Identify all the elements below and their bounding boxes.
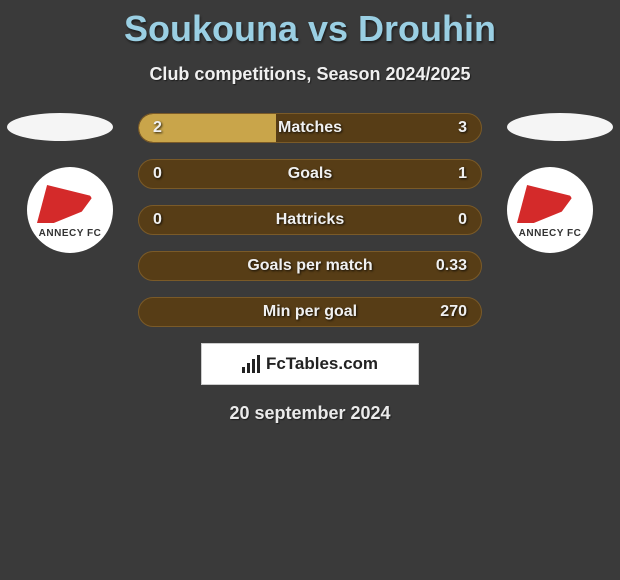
- stat-label: Goals per match: [139, 257, 481, 275]
- stat-value-right: 1: [458, 165, 467, 183]
- badge-right-text: ANNECY FC: [507, 228, 593, 239]
- bar-chart-icon: [242, 355, 260, 373]
- stat-row: 0Hattricks0: [138, 205, 482, 235]
- stat-value-right: 0: [458, 211, 467, 229]
- team-badge-right: ANNECY FC: [507, 167, 593, 253]
- badge-swoosh-icon: [517, 185, 573, 223]
- stat-row: Goals per match0.33: [138, 251, 482, 281]
- badge-left-text: ANNECY FC: [27, 228, 113, 239]
- brand-text: FcTables.com: [266, 354, 378, 374]
- player-left-ellipse: [7, 113, 113, 141]
- stat-label: Hattricks: [139, 211, 481, 229]
- stat-label: Matches: [139, 119, 481, 137]
- badge-graphic: ANNECY FC: [27, 167, 113, 253]
- stat-value-right: 270: [440, 303, 467, 321]
- date-line: 20 september 2024: [0, 403, 620, 424]
- badge-swoosh-icon: [37, 185, 93, 223]
- stat-bars: 2Matches30Goals10Hattricks0Goals per mat…: [138, 113, 482, 327]
- badge-graphic: ANNECY FC: [507, 167, 593, 253]
- stat-value-right: 0.33: [436, 257, 467, 275]
- team-badge-left: ANNECY FC: [27, 167, 113, 253]
- comparison-content: ANNECY FC ANNECY FC 2Matches30Goals10Hat…: [0, 113, 620, 424]
- stat-row: Min per goal270: [138, 297, 482, 327]
- stat-row: 2Matches3: [138, 113, 482, 143]
- stat-value-right: 3: [458, 119, 467, 137]
- stat-row: 0Goals1: [138, 159, 482, 189]
- player-right-ellipse: [507, 113, 613, 141]
- page-title: Soukouna vs Drouhin: [0, 0, 620, 50]
- subtitle: Club competitions, Season 2024/2025: [0, 64, 620, 85]
- stat-label: Min per goal: [139, 303, 481, 321]
- stat-label: Goals: [139, 165, 481, 183]
- brand-box[interactable]: FcTables.com: [201, 343, 419, 385]
